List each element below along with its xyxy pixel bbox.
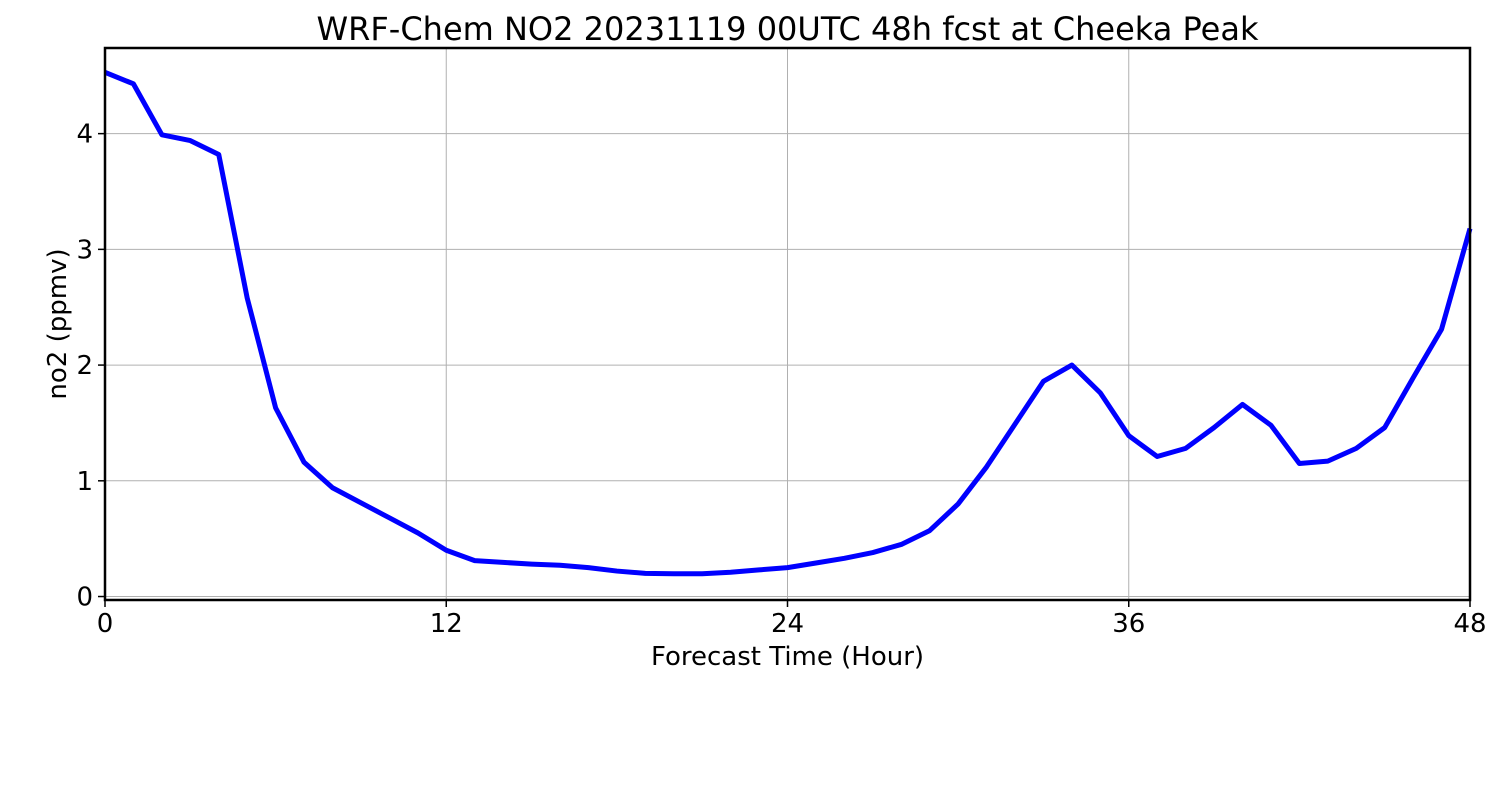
- y-tick-label: 3: [76, 235, 93, 265]
- x-tick-label: 12: [430, 609, 463, 639]
- series-line: [104, 69, 1473, 577]
- y-tick-label: 1: [76, 467, 93, 497]
- y-axis-label: no2 (ppmv): [43, 248, 73, 399]
- x-tick-label: 24: [771, 609, 804, 639]
- x-axis-label: Forecast Time (Hour): [651, 642, 924, 672]
- x-tick-label: 0: [97, 609, 114, 639]
- x-tick-label: 48: [1453, 609, 1486, 639]
- series-layer: [104, 69, 1473, 577]
- y-tick-label: 4: [76, 120, 93, 150]
- y-tick-label: 2: [76, 351, 93, 381]
- chart-title: WRF-Chem NO2 20231119 00UTC 48h fcst at …: [317, 10, 1259, 48]
- y-tick-label: 0: [76, 583, 93, 613]
- grid-lines: [104, 48, 1471, 600]
- x-tick-label: 36: [1112, 609, 1145, 639]
